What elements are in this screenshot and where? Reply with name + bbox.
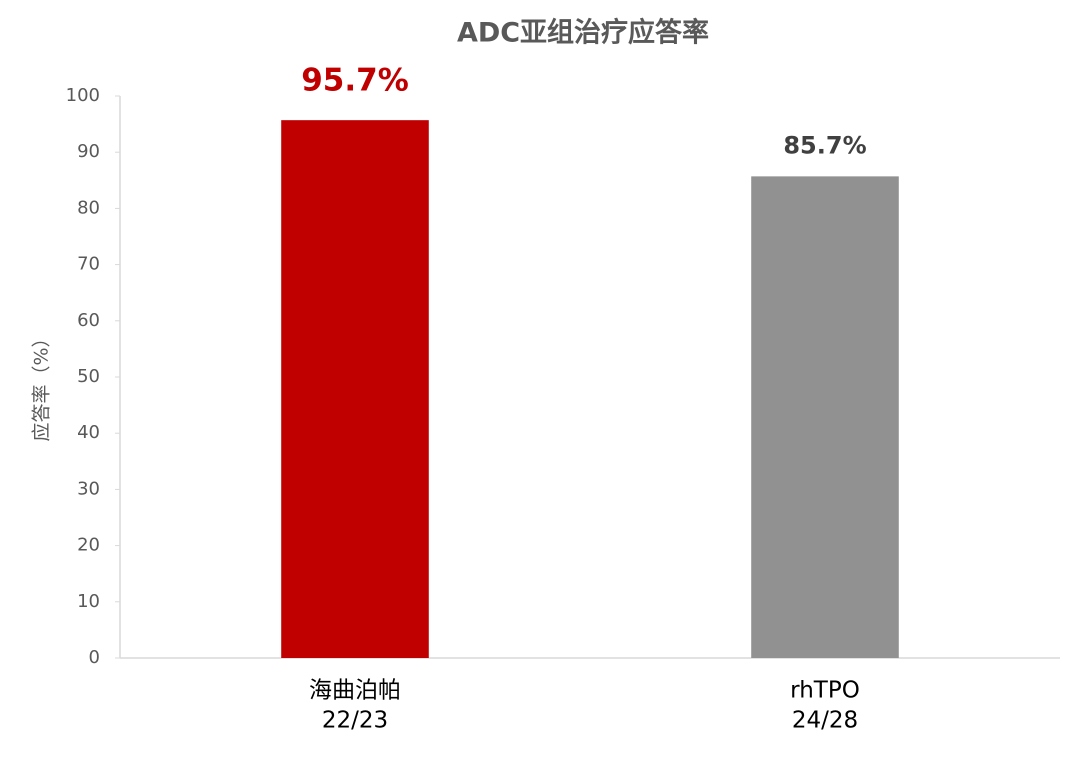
y-tick-label: 40 bbox=[77, 422, 100, 443]
y-tick-label: 0 bbox=[89, 647, 100, 668]
x-tick-note: 24/28 bbox=[792, 708, 858, 734]
bar bbox=[751, 176, 899, 658]
x-tick-label: rhTPO bbox=[790, 678, 860, 704]
y-tick-label: 50 bbox=[77, 366, 100, 387]
y-tick-label: 100 bbox=[66, 85, 100, 106]
y-tick-label: 80 bbox=[77, 197, 100, 218]
y-tick-label: 30 bbox=[77, 478, 100, 499]
bar bbox=[281, 120, 429, 658]
x-tick-label: 海曲泊帕 bbox=[309, 678, 401, 704]
x-tick-note: 22/23 bbox=[322, 708, 388, 734]
y-tick-label: 90 bbox=[77, 141, 100, 162]
y-tick-label: 20 bbox=[77, 535, 100, 556]
value-label: 85.7% bbox=[783, 131, 866, 159]
y-tick-label: 70 bbox=[77, 254, 100, 275]
y-axis-title: 应答率（%） bbox=[31, 328, 53, 441]
y-tick-label: 10 bbox=[77, 591, 100, 612]
value-label: 95.7% bbox=[301, 63, 409, 99]
y-tick-label: 60 bbox=[77, 310, 100, 331]
chart-title: ADC亚组治疗应答率 bbox=[457, 17, 709, 49]
